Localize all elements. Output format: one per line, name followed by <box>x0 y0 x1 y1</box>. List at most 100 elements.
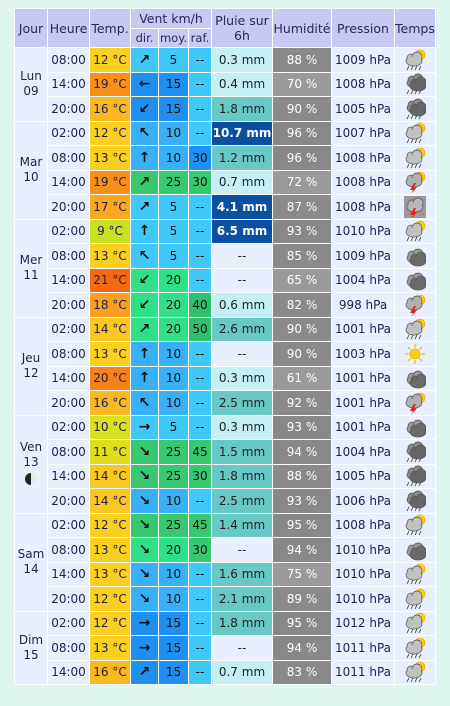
rain-cell: 1.5 mm <box>211 439 273 465</box>
wind-direction-cell: ↖ <box>130 243 159 269</box>
weather-cloud-rain-icon <box>395 441 434 463</box>
wind-gust-cell: 45 <box>188 512 212 538</box>
hour-cell: 08:00 <box>47 341 90 367</box>
table-row: 14:00 19 °C ← 15 -- 0.4 mm 70 % 1008 hPa <box>15 71 436 97</box>
rain-cell: 1.8 mm <box>211 96 273 122</box>
temperature-cell: 18 °C <box>89 292 131 318</box>
arrow-north-east-icon: ↗ <box>138 664 151 681</box>
table-row: 08:00 13 °C ↑ 10 30 1.2 mm 96 % 1008 hPa <box>15 145 436 171</box>
day-name: Dim <box>18 632 44 647</box>
weather-cell <box>394 586 436 612</box>
wind-direction-cell: → <box>130 635 159 661</box>
weather-sun-cloud-rain-icon <box>395 318 434 340</box>
table-row: 20:00 18 °C ↙ 20 40 0.6 mm 82 % 998 hPa <box>15 292 436 318</box>
wind-direction-cell: ↘ <box>130 586 159 612</box>
humidity-cell: 96 % <box>272 120 332 146</box>
wind-direction-cell: ↗ <box>130 47 159 73</box>
pressure-cell: 1010 hPa <box>331 561 395 587</box>
hour-cell: 20:00 <box>47 96 90 122</box>
hour-cell: 14:00 <box>47 659 90 685</box>
day-name: Sam <box>17 547 45 561</box>
temperature-cell: 12 °C <box>89 120 131 146</box>
temperature-cell: 12 °C <box>89 586 131 612</box>
wind-gust-cell: 30 <box>188 537 212 563</box>
hour-cell: 02:00 <box>47 414 90 440</box>
arrow-east-icon: → <box>138 639 151 656</box>
table-row: Mer 11 02:00 9 °C ↑ 5 -- 6.5 mm 93 % 1010 hPa <box>14 218 436 318</box>
temperature-cell: 13 °C <box>89 243 131 269</box>
temperature-cell: 20 °C <box>89 365 131 391</box>
weather-cloud-rain-icon <box>395 98 434 120</box>
arrow-north-icon: ↑ <box>138 149 151 166</box>
humidity-cell: 90 % <box>272 341 332 367</box>
humidity-cell: 75 % <box>272 561 332 587</box>
rain-cell: 1.4 mm <box>211 512 273 538</box>
forecast-table: Jour Heure Temp. Vent km/h Pluie sur 6h … <box>14 8 436 685</box>
hour-cell: 02:00 <box>47 218 90 244</box>
wind-gust-cell: -- <box>188 659 212 685</box>
rain-cell: -- <box>211 537 273 563</box>
temperature-cell: 12 °C <box>89 610 131 636</box>
humidity-cell: 93 % <box>272 414 332 440</box>
pressure-cell: 1008 hPa <box>331 71 395 97</box>
table-row: 20:00 16 °C ↙ 15 -- 1.8 mm 90 % 1005 hPa <box>15 96 436 122</box>
rain-cell: 0.7 mm <box>211 169 273 195</box>
arrow-north-icon: ↑ <box>138 223 151 240</box>
humidity-cell: 94 % <box>272 439 332 465</box>
humidity-cell: 83 % <box>272 659 332 685</box>
humidity-cell: 82 % <box>272 292 332 318</box>
arrow-south-east-icon: ↘ <box>138 566 151 583</box>
hour-cell: 14:00 <box>47 463 90 489</box>
temperature-cell: 16 °C <box>89 96 131 122</box>
wind-gust-cell: 40 <box>188 292 212 318</box>
col-vent-raf: raf. <box>188 28 212 48</box>
rain-cell: 1.8 mm <box>211 463 273 489</box>
rain-cell: 2.6 mm <box>211 316 273 342</box>
hour-cell: 20:00 <box>47 586 90 612</box>
col-vent: Vent km/h <box>130 8 212 29</box>
arrow-south-east-icon: ↘ <box>138 468 151 485</box>
wind-direction-cell: ↑ <box>130 218 159 244</box>
pressure-cell: 1011 hPa <box>331 635 395 661</box>
weather-cell <box>394 316 436 342</box>
table-row: 14:00 14 °C ↘ 25 30 1.8 mm 88 % 1005 hPa <box>15 463 436 489</box>
arrow-south-west-icon: ↙ <box>138 296 151 313</box>
pressure-cell: 1001 hPa <box>331 365 395 391</box>
day-number: 14 <box>23 562 39 576</box>
pressure-cell: 1005 hPa <box>331 463 395 489</box>
table-row: 08:00 13 °C ↘ 20 30 -- 94 % 1010 hPa <box>15 537 436 563</box>
wind-gust-cell: 30 <box>188 145 212 171</box>
col-temp: Temp. <box>89 8 131 48</box>
wind-gust-cell: 50 <box>188 316 212 342</box>
pressure-cell: 1008 hPa <box>331 169 395 195</box>
wind-average-cell: 15 <box>158 71 189 97</box>
day-cell: Sam 14 <box>14 512 48 612</box>
weather-cell <box>394 120 436 146</box>
temperature-cell: 14 °C <box>89 488 131 514</box>
day-number: 13 <box>23 454 39 469</box>
weather-cell <box>394 365 436 391</box>
wind-gust-cell: -- <box>188 561 212 587</box>
weather-cloud-rain-icon <box>395 490 434 512</box>
wind-direction-cell: ↖ <box>130 390 159 416</box>
weather-cell <box>394 243 436 269</box>
wind-average-cell: 10 <box>158 586 189 612</box>
wind-average-cell: 20 <box>158 537 189 563</box>
weather-cell <box>394 512 436 538</box>
pressure-cell: 1011 hPa <box>331 659 395 685</box>
weather-sun-cloud-rain-icon <box>395 220 434 242</box>
wind-direction-cell: → <box>130 610 159 636</box>
rain-cell: -- <box>211 267 273 293</box>
hour-cell: 08:00 <box>47 47 90 73</box>
rain-cell: 0.4 mm <box>211 71 273 97</box>
wind-direction-cell: ↑ <box>130 365 159 391</box>
day-name: Mar <box>19 155 43 169</box>
weather-cell <box>394 96 436 122</box>
table-row: Dim 15 02:00 12 °C → 15 -- 1.8 mm 95 % 1012 hPa <box>14 610 436 685</box>
arrow-north-icon: ↑ <box>138 345 151 362</box>
wind-average-cell: 5 <box>158 218 189 244</box>
day-name: Ven <box>19 439 43 454</box>
humidity-cell: 65 % <box>272 267 332 293</box>
weather-cell <box>394 635 436 661</box>
weather-cell <box>394 414 436 440</box>
